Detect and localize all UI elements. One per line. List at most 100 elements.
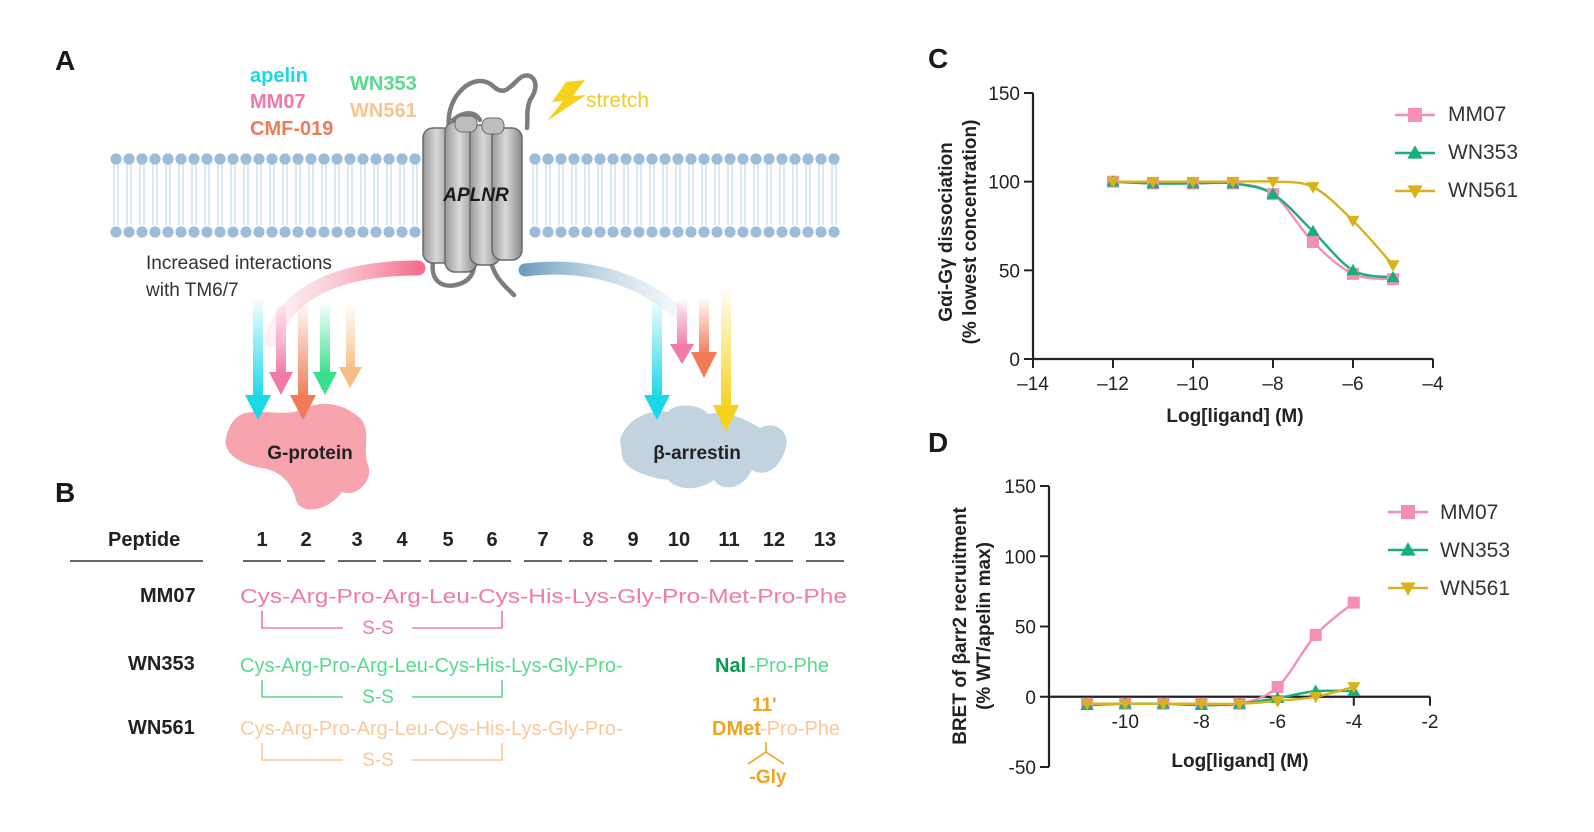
lipid-head — [162, 153, 174, 165]
chart-c-ylabel-line2: (% lowest concentration) — [960, 120, 981, 345]
lipid-head — [594, 153, 606, 165]
lipid-head — [370, 153, 382, 165]
arrow-wn353-gprotein — [320, 305, 330, 375]
residue-position-10: 10 — [668, 529, 690, 551]
chart-d-legend: MM07 WN353 WN561 — [1388, 501, 1510, 600]
ligand-label-wn353: WN353 — [350, 73, 417, 95]
chart-d-legend-marker-wn353 — [1400, 542, 1416, 556]
lipid-head — [214, 226, 226, 238]
chart-c-series-line-mm07 — [1112, 180, 1394, 281]
lipid-head — [763, 153, 775, 165]
panel-c: C Gαi-Gγ dissociation (% lowest concentr… — [928, 43, 1518, 427]
lipid-head — [123, 226, 135, 238]
arrow-cmf019-gprotein — [298, 305, 308, 398]
lipid-head — [802, 226, 814, 238]
arrestin-label: β-arrestin — [653, 443, 741, 464]
lipid-head — [409, 226, 421, 238]
sequence-mm07: Cys-Arg-Pro-Arg-Leu-Cys-His-Lys-Gly-Pro-… — [240, 586, 847, 608]
chart-d-ytick-label: 50 — [1015, 618, 1036, 639]
lipid-head — [607, 153, 619, 165]
chart-c-ytick-label: 0 — [1009, 350, 1020, 371]
arrow-stretch-arrestin — [721, 290, 731, 408]
chart-d-ytick-label: -50 — [1009, 758, 1036, 779]
ligand-label-wn561: WN561 — [350, 100, 417, 122]
chart-c-legend-marker-wn561 — [1407, 185, 1423, 199]
lipid-head — [737, 153, 749, 165]
chart-c-xtick-label: –10 — [1177, 374, 1209, 395]
lipid-head — [305, 226, 317, 238]
chart-d-point-wn561 — [1271, 696, 1285, 708]
disulfide-bridge-mm07 — [261, 611, 503, 629]
aplnr-receptor: APLNR — [422, 115, 523, 273]
chart-c-legend-label-mm07: MM07 — [1448, 103, 1506, 126]
chart-c-point-wn561 — [1266, 176, 1280, 189]
lipid-head — [162, 226, 174, 238]
peptide-name-wn561: WN561 — [128, 717, 195, 739]
lipid-head — [581, 226, 593, 238]
lipid-head — [240, 226, 252, 238]
lipid-head — [555, 226, 567, 238]
peptide-column-header: Peptide — [108, 529, 180, 551]
chart-d: -50 0 50 100 150 -10 -8 -6 -4 -2 — [1004, 477, 1438, 779]
lipid-head — [123, 153, 135, 165]
lipid-head — [776, 153, 788, 165]
lipid-head — [620, 226, 632, 238]
lipid-head — [279, 153, 291, 165]
chart-d-ytick-label: 100 — [1004, 547, 1036, 568]
residue-position-4: 4 — [396, 529, 408, 551]
lipid-head — [266, 226, 278, 238]
chart-d-point-mm07 — [1309, 628, 1322, 641]
chart-d-xlabel: Log[ligand] (M) — [1171, 751, 1308, 772]
lipid-head — [305, 153, 317, 165]
lipid-head — [776, 226, 788, 238]
arrow-wn561-gprotein — [346, 305, 355, 370]
lipid-head — [396, 226, 408, 238]
chart-d-point-mm07 — [1271, 680, 1284, 693]
lipid-head — [240, 153, 252, 165]
interaction-note-line1: Increased interactions — [146, 253, 332, 274]
lipid-head — [594, 226, 606, 238]
lipid-head — [828, 153, 840, 165]
chart-d-legend-label-wn561: WN561 — [1440, 577, 1510, 600]
peptide-name-wn353: WN353 — [128, 653, 195, 675]
chart-c-series-line-wn353 — [1112, 180, 1394, 279]
panel-letter-b: B — [55, 477, 75, 508]
residue-position-9: 9 — [627, 529, 638, 551]
lipid-head — [149, 153, 161, 165]
chart-c-point-wn561 — [1106, 176, 1120, 189]
interaction-note-line2: with TM6/7 — [145, 280, 239, 301]
lipid-head — [633, 226, 645, 238]
lipid-head — [724, 153, 736, 165]
lipid-head — [672, 153, 684, 165]
chart-c-xtick-label: –6 — [1342, 374, 1363, 395]
chart-d-point-wn561 — [1309, 691, 1323, 704]
arrestin-shape — [620, 405, 787, 489]
sequence-wn353-tail: -Pro-Phe — [749, 655, 829, 677]
lipid-head — [279, 226, 291, 238]
wn561-glycine-label: -Gly — [750, 767, 787, 788]
lipid-head — [750, 226, 762, 238]
chart-d-point-wn561 — [1156, 698, 1170, 711]
chart-c-point-wn561 — [1346, 215, 1360, 228]
disulfide-bridge-wn561 — [261, 743, 503, 761]
lipid-head — [344, 226, 356, 238]
arrow-mm07-gprotein — [276, 305, 286, 375]
residue-position-12: 12 — [763, 529, 785, 551]
residue-position-11: 11 — [718, 529, 739, 551]
chart-c-legend-marker-wn353 — [1407, 145, 1423, 159]
chart-d-point-mm07 — [1347, 596, 1360, 609]
lipid-head — [646, 153, 658, 165]
lipid-head — [620, 153, 632, 165]
chart-c-ylabel-line1: Gαi-Gγ dissociation — [936, 142, 957, 322]
chart-c-ytick-label: 150 — [988, 84, 1020, 105]
lipid-head — [188, 153, 200, 165]
lipid-head — [555, 153, 567, 165]
ligand-label-mm07: MM07 — [250, 91, 306, 113]
chart-c: 0 50 100 150 –14 –12 –10 –8 –6 –4 — [988, 84, 1444, 395]
disulfide-label-wn561: S-S — [362, 750, 394, 771]
chart-c-point-wn561 — [1146, 176, 1160, 189]
receptor-label: APLNR — [442, 185, 509, 206]
chart-c-point-wn561 — [1306, 182, 1320, 194]
sequence-wn353-nal: Nal — [715, 655, 746, 677]
